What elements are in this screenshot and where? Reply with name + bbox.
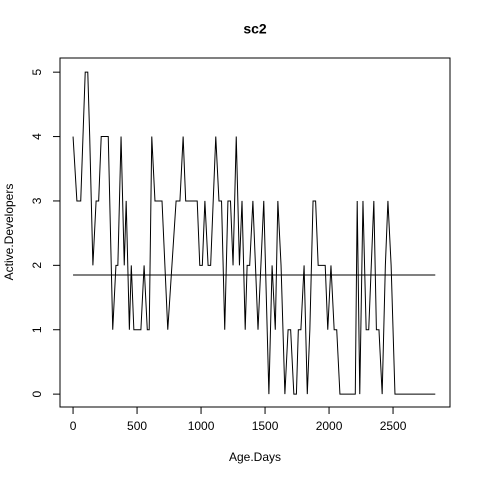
x-tick-label: 1500 — [252, 419, 279, 433]
x-axis-label: Age.Days — [229, 450, 281, 464]
x-tick-label: 2000 — [316, 419, 343, 433]
x-tick-label: 1000 — [188, 419, 215, 433]
y-tick-label: 1 — [30, 326, 44, 333]
data-line — [72, 71, 436, 395]
y-axis-label: Active.Developers — [2, 184, 16, 281]
y-tick-label: 4 — [30, 133, 44, 140]
x-tick-label: 2500 — [380, 419, 407, 433]
chart-title: sc2 — [243, 21, 267, 37]
y-tick-label: 5 — [30, 69, 44, 76]
y-tick-label: 3 — [30, 197, 44, 204]
x-tick-label: 0 — [70, 419, 77, 433]
y-tick-label: 0 — [30, 390, 44, 397]
y-tick-label: 2 — [30, 262, 44, 269]
x-tick-label: 500 — [127, 419, 147, 433]
